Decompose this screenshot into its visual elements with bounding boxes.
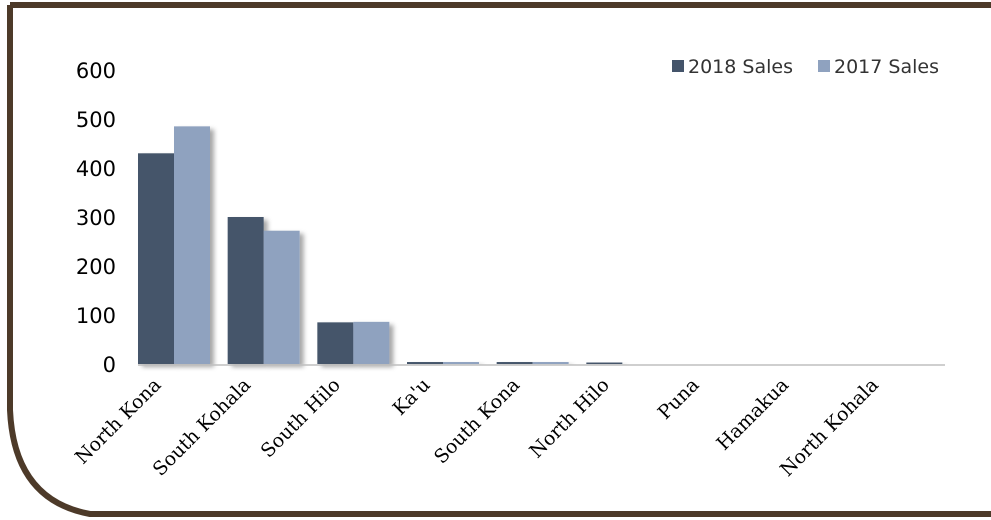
category-label: South Kona xyxy=(430,374,524,468)
bar-2017-0 xyxy=(174,126,210,364)
bar-2017-1 xyxy=(263,230,300,364)
category-label: South Hilo xyxy=(257,374,345,462)
bar-2018-2 xyxy=(317,322,354,364)
category-label: North Kona xyxy=(71,374,166,469)
bar-2018-1 xyxy=(227,217,264,364)
bars xyxy=(138,126,623,365)
legend-label: 2018 Sales xyxy=(688,56,793,78)
y-tick-label: 100 xyxy=(76,304,116,328)
bar-2018-4 xyxy=(496,362,533,364)
bar-2017-3 xyxy=(443,362,479,364)
y-axis-ticks: 0 100 200 300 400 500 600 xyxy=(76,59,116,377)
category-label: Ka'u xyxy=(389,374,435,420)
y-tick-label: 400 xyxy=(76,157,116,181)
bar-2018-3 xyxy=(407,362,443,364)
legend-label: 2017 Sales xyxy=(834,56,939,78)
legend-swatch xyxy=(672,60,684,72)
y-tick-label: 0 xyxy=(103,353,116,377)
legend-swatch xyxy=(818,60,830,72)
bar-2018-5 xyxy=(586,362,623,365)
legend: 2018 Sales 2017 Sales xyxy=(672,56,939,78)
y-tick-label: 300 xyxy=(76,206,116,230)
y-tick-label: 200 xyxy=(76,255,116,279)
bar-2018-0 xyxy=(138,153,174,364)
bar-2017-4 xyxy=(532,362,569,364)
category-label: Puna xyxy=(654,374,704,424)
bar-2017-2 xyxy=(353,321,390,364)
y-tick-label: 600 xyxy=(76,59,116,83)
y-tick-label: 500 xyxy=(76,108,116,132)
category-label: North Hilo xyxy=(525,374,614,463)
frame-border xyxy=(7,2,991,517)
category-label: Hamakua xyxy=(712,374,793,455)
